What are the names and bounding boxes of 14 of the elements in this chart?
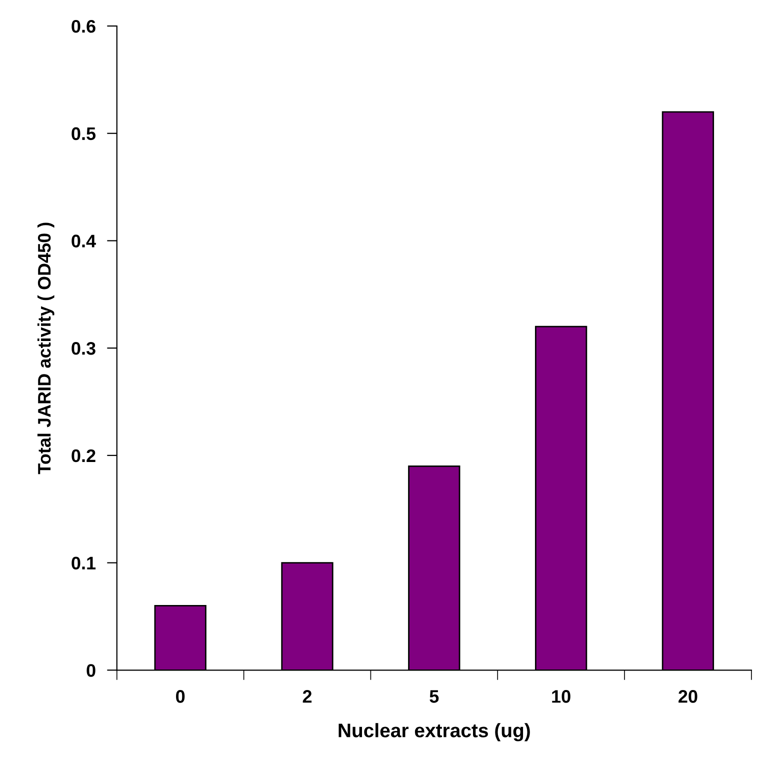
y-tick-label: 0.4 (72, 234, 96, 248)
y-tick-label: 0.3 (72, 342, 96, 355)
x-tick-label: 2 (302, 690, 312, 703)
y-tick-label: 0.2 (72, 449, 96, 462)
x-tick-label: 10 (552, 690, 570, 703)
y-tick-label: 0.5 (72, 127, 96, 140)
x-tick-label: 5 (430, 690, 439, 703)
x-tick-label: 20 (678, 690, 698, 703)
x-tick-label: 0 (176, 690, 185, 703)
y-tick-label: 0 (86, 664, 96, 677)
y-tick-label: 0.1 (72, 556, 96, 570)
x-axis-title: Nuclear extracts (ug) (338, 723, 530, 742)
y-tick-label: 0.6 (72, 20, 96, 33)
y-axis-title: Total JARID activity ( OD450 ) (37, 222, 54, 474)
